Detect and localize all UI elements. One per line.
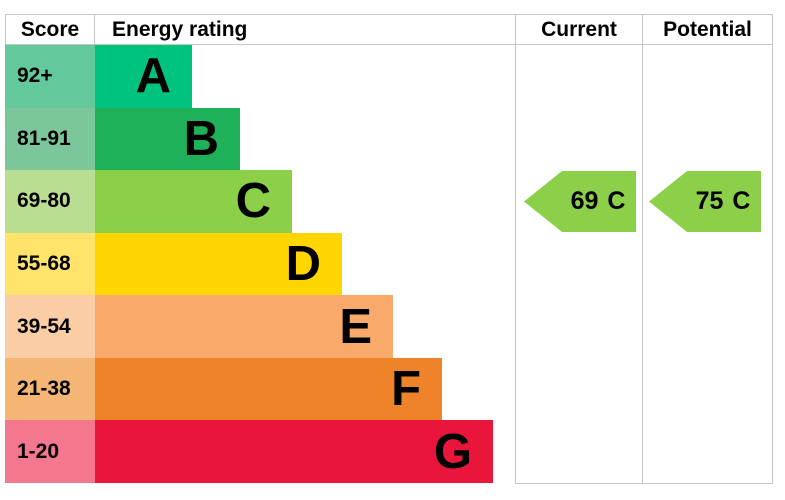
band-score-cell: 92+	[5, 45, 95, 108]
energy-rating-column-header: Energy rating	[112, 18, 248, 41]
band-bar: G	[95, 420, 493, 484]
header-left-border	[5, 14, 6, 45]
band-row-b: 81-91 B	[5, 107, 516, 171]
header-bottom-border	[5, 44, 773, 45]
band-bar: B	[95, 107, 240, 171]
potential-rating-band: C	[732, 187, 751, 215]
band-score-cell: 21-38	[5, 357, 95, 421]
band-row-f: 21-38 F	[5, 357, 516, 421]
rating-bands: 92+ A 81-91 B 69-80 C 55-68 D 39-54 E 21…	[5, 45, 516, 484]
table-right-border	[772, 14, 773, 484]
band-bar: F	[95, 357, 442, 421]
score-column-divider	[94, 14, 95, 45]
potential-rating-arrow: 75 C	[649, 171, 761, 232]
band-bar: C	[95, 170, 292, 233]
current-rating-band: C	[607, 187, 626, 215]
potential-column-divider	[642, 14, 643, 484]
score-column-header: Score	[20, 18, 80, 41]
band-row-c: 69-80 C	[5, 170, 516, 233]
potential-rating-score: 75	[695, 187, 724, 215]
band-score-cell: 81-91	[5, 107, 95, 171]
band-score-cell: 1-20	[5, 420, 95, 484]
band-score-cell: 39-54	[5, 295, 95, 358]
potential-column-header: Potential	[663, 18, 752, 41]
band-row-e: 39-54 E	[5, 295, 516, 358]
table-bottom-border	[515, 483, 773, 484]
table-top-border	[5, 14, 773, 15]
current-column-divider	[515, 14, 516, 484]
band-score-cell: 69-80	[5, 170, 95, 233]
current-column-header: Current	[541, 18, 617, 41]
band-bar: E	[95, 295, 393, 358]
band-row-a: 92+ A	[5, 45, 516, 108]
band-row-g: 1-20 G	[5, 420, 516, 484]
band-bar: A	[95, 45, 192, 108]
band-bar: D	[95, 232, 342, 296]
band-score-cell: 55-68	[5, 232, 95, 296]
current-rating-score: 69	[570, 187, 599, 215]
current-rating-arrow: 69 C	[524, 171, 636, 232]
band-row-d: 55-68 D	[5, 232, 516, 296]
